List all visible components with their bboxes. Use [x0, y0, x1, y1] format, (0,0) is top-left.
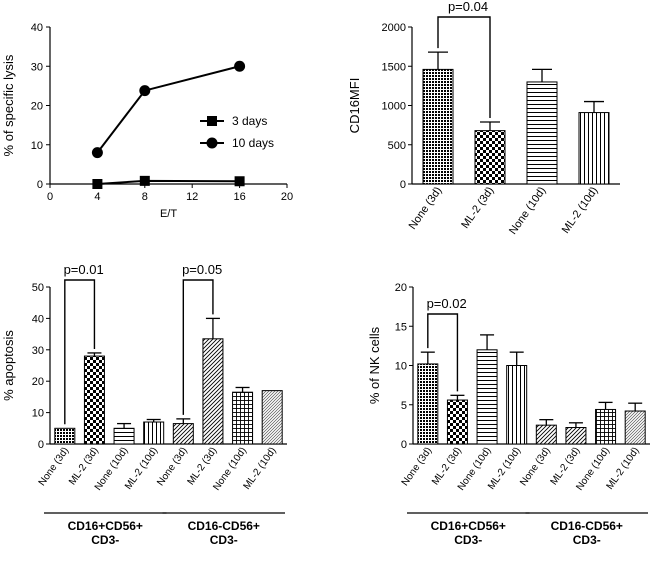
y-tick-label: 0 [37, 179, 43, 191]
y-axis-label: % of NK cells [367, 326, 382, 404]
y-tick-label: 10 [31, 140, 43, 152]
data-point-square [92, 179, 103, 189]
bar [474, 130, 506, 185]
bar [422, 68, 454, 185]
panel-a-lysis-line-chart: 0 10 20 30 40 0 4 8 12 16 20 E/T % of specific lysis… [1, 22, 293, 220]
y-tick-label: 40 [32, 313, 44, 325]
group-sublabel: CD3- [91, 533, 119, 547]
category-label: None (3d) [400, 445, 435, 488]
bar [417, 363, 439, 445]
y-tick-label: 15 [395, 321, 407, 333]
y-tick-label: 40 [31, 22, 43, 34]
group-label: CD16+CD56+ [68, 519, 143, 533]
bar [526, 81, 558, 185]
significance-bracket [64, 279, 96, 425]
bar [83, 355, 105, 445]
group-sublabel: CD3- [210, 533, 238, 547]
y-tick-label: 20 [32, 376, 44, 388]
y-axis-label: CD16MFI [347, 78, 362, 134]
group-label: CD16-CD56+ [551, 519, 623, 533]
y-tick-label: 1500 [382, 61, 406, 73]
x-tick-label: 8 [142, 191, 148, 203]
bar [172, 423, 194, 445]
bar [54, 427, 76, 445]
y-tick-label: 1000 [382, 101, 406, 113]
bar [506, 365, 528, 445]
y-tick-label: 0 [401, 439, 407, 451]
p-value-label: p=0.05 [182, 262, 222, 277]
p-value-label: p=0.01 [64, 262, 104, 277]
y-tick-label: 50 [32, 282, 44, 294]
group-sublabel: CD3- [454, 533, 482, 547]
bar [565, 427, 587, 445]
x-tick-label: 20 [281, 191, 293, 203]
x-tick-label: 16 [233, 191, 245, 203]
bar [535, 424, 557, 445]
category-label: None (3d) [407, 185, 445, 232]
y-tick-label: 10 [32, 408, 44, 420]
category-label: None (3d) [37, 445, 72, 488]
category-label: ML-2 (3d) [459, 185, 496, 231]
significance-bracket [427, 313, 459, 392]
group-sublabel: CD3- [573, 533, 601, 547]
group-label: CD16-CD56+ [188, 519, 260, 533]
category-label: ML-2 (10d) [560, 185, 601, 236]
y-tick-label: 2000 [382, 22, 406, 34]
bar [202, 338, 224, 445]
bar [232, 391, 254, 445]
bar [595, 408, 617, 445]
data-point-square [139, 175, 150, 186]
x-axis-label: E/T [160, 208, 177, 220]
legend-marker-square [207, 116, 217, 126]
y-tick-label: 20 [31, 101, 43, 113]
significance-bracket [437, 16, 491, 118]
y-tick-label: 30 [31, 61, 43, 73]
data-point-circle [91, 147, 103, 159]
category-label: None (3d) [518, 445, 553, 488]
series-line-10-days [96, 65, 240, 154]
panel-b-cd16mfi-bar-chart: 0 500 1000 1500 2000 CD16MFI None (3d) ML-2 (3d… [347, 0, 620, 237]
y-tick-label: 5 [401, 400, 407, 412]
y-tick-label: 0 [400, 179, 406, 191]
data-point-circle [234, 60, 246, 72]
data-point-circle [139, 85, 151, 97]
y-axis-label: % apoptosis [1, 330, 16, 401]
x-tick-label: 0 [47, 191, 53, 203]
y-tick-label: 10 [395, 361, 407, 373]
y-tick-label: 0 [38, 439, 44, 451]
bar [446, 399, 468, 445]
x-tick-label: 12 [186, 191, 198, 203]
p-value-label: p=0.04 [448, 0, 488, 14]
bar [624, 410, 646, 445]
bar [578, 112, 610, 185]
group-label: CD16+CD56+ [431, 519, 506, 533]
p-value-label: p=0.02 [427, 296, 467, 311]
bar [476, 349, 498, 445]
y-axis-label: % of specific lysis [1, 54, 16, 156]
bar [143, 421, 165, 445]
legend-label: 10 days [232, 136, 274, 150]
data-point-square [234, 176, 245, 187]
legend-marker-circle [206, 137, 218, 149]
bar [113, 427, 135, 445]
category-label: None (10d) [507, 185, 548, 237]
y-tick-label: 20 [395, 282, 407, 294]
bar [261, 390, 283, 445]
y-tick-label: 500 [388, 140, 406, 152]
category-label: None (3d) [155, 445, 190, 488]
significance-bracket [182, 279, 214, 415]
x-tick-label: 4 [94, 191, 100, 203]
y-tick-label: 30 [32, 345, 44, 357]
legend-label: 3 days [232, 114, 267, 128]
